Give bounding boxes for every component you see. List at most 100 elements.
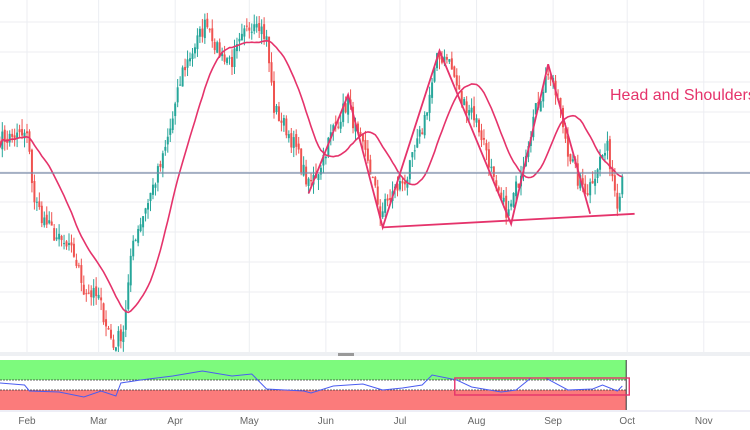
candle-body xyxy=(482,137,485,140)
candle-body xyxy=(280,120,283,123)
candle-body xyxy=(418,129,421,137)
candle-body xyxy=(359,131,362,136)
candle-body xyxy=(30,149,33,184)
candle-body xyxy=(596,169,599,179)
candle-body xyxy=(542,91,545,102)
candle-body xyxy=(90,290,93,298)
candle-body xyxy=(512,192,515,207)
candle-body xyxy=(470,107,473,113)
candle-body xyxy=(621,176,624,195)
candle-body xyxy=(500,192,503,199)
candle-body xyxy=(124,309,127,330)
candle-body xyxy=(77,265,80,267)
candle-body xyxy=(8,133,11,143)
x-tick-label: Mar xyxy=(90,416,108,427)
candle-body xyxy=(82,284,85,295)
candle-body xyxy=(60,236,63,241)
candle-body xyxy=(431,82,434,98)
candle-body xyxy=(408,160,411,180)
pattern-annotation: Head and Shoulders xyxy=(610,87,750,104)
candle-body xyxy=(13,135,16,141)
candle-body xyxy=(114,347,117,351)
candle-body xyxy=(445,57,448,60)
candle-body xyxy=(507,209,510,217)
candle-body xyxy=(169,128,172,135)
candle-body xyxy=(510,203,513,207)
candle-body xyxy=(468,110,471,116)
candle-body xyxy=(389,197,392,201)
candle-body xyxy=(564,128,567,139)
candle-body xyxy=(179,84,182,86)
candle-body xyxy=(487,149,490,168)
candle-body xyxy=(198,28,201,37)
candle-body xyxy=(559,97,562,109)
candle-body xyxy=(300,148,303,173)
candle-body xyxy=(149,192,152,202)
candle-body xyxy=(317,174,320,180)
x-tick-label: Jun xyxy=(318,416,334,427)
candle-body xyxy=(3,129,6,142)
candle-body xyxy=(213,41,216,51)
candle-body xyxy=(492,166,495,177)
candle-body xyxy=(302,164,305,176)
candle-body xyxy=(438,52,441,60)
oscillator-pane xyxy=(0,360,750,412)
candle-body xyxy=(282,118,285,126)
candle-body xyxy=(547,73,550,76)
candle-body xyxy=(18,129,21,133)
candle-body xyxy=(606,140,609,151)
candle-body xyxy=(265,36,268,41)
candle-body xyxy=(384,199,387,213)
candle-body xyxy=(480,130,483,141)
candle-body xyxy=(107,327,110,330)
candle-body xyxy=(416,138,419,148)
candle-body xyxy=(275,105,278,113)
candle-body xyxy=(584,183,587,194)
candle-body xyxy=(255,23,258,28)
candle-body xyxy=(490,166,493,169)
candle-body xyxy=(186,59,189,68)
pane-resize-handle[interactable] xyxy=(338,353,354,356)
pane-separator[interactable] xyxy=(0,352,750,356)
candle-body xyxy=(80,265,83,283)
candle-body xyxy=(342,103,345,123)
candle-body xyxy=(11,133,14,137)
candle-body xyxy=(485,143,488,151)
moving-average-line xyxy=(0,39,623,314)
candle-body xyxy=(132,240,135,257)
candle-body xyxy=(238,38,241,42)
candle-body xyxy=(231,56,234,67)
candle-body xyxy=(290,133,293,148)
candle-body xyxy=(208,29,211,31)
candle-body xyxy=(268,36,271,64)
oscillator-highlight-box xyxy=(454,377,630,396)
x-tick-label: May xyxy=(240,416,259,427)
x-tick-label: Aug xyxy=(468,416,486,427)
candle-body xyxy=(475,118,478,123)
candle-body xyxy=(92,287,95,298)
candle-body xyxy=(223,54,226,62)
candle-body xyxy=(287,134,290,139)
candle-body xyxy=(310,179,313,182)
candle-body xyxy=(440,56,443,63)
candle-body xyxy=(38,201,41,208)
candle-body xyxy=(176,87,179,103)
candle-body xyxy=(322,154,325,166)
candle-body xyxy=(433,67,436,82)
candle-body xyxy=(473,106,476,121)
candle-body xyxy=(174,103,177,117)
candle-body xyxy=(337,126,340,128)
candle-body xyxy=(448,59,451,62)
candle-body xyxy=(616,192,619,209)
candle-body xyxy=(594,178,597,186)
candle-body xyxy=(374,177,377,186)
candle-body xyxy=(347,98,350,115)
candle-body xyxy=(505,195,508,218)
candle-body xyxy=(401,181,404,184)
candle-body xyxy=(534,103,537,115)
x-tick-label: Apr xyxy=(167,416,183,427)
candle-body xyxy=(608,139,611,170)
candle-body xyxy=(398,181,401,190)
candle-body xyxy=(55,237,58,240)
candle-body xyxy=(364,139,367,150)
